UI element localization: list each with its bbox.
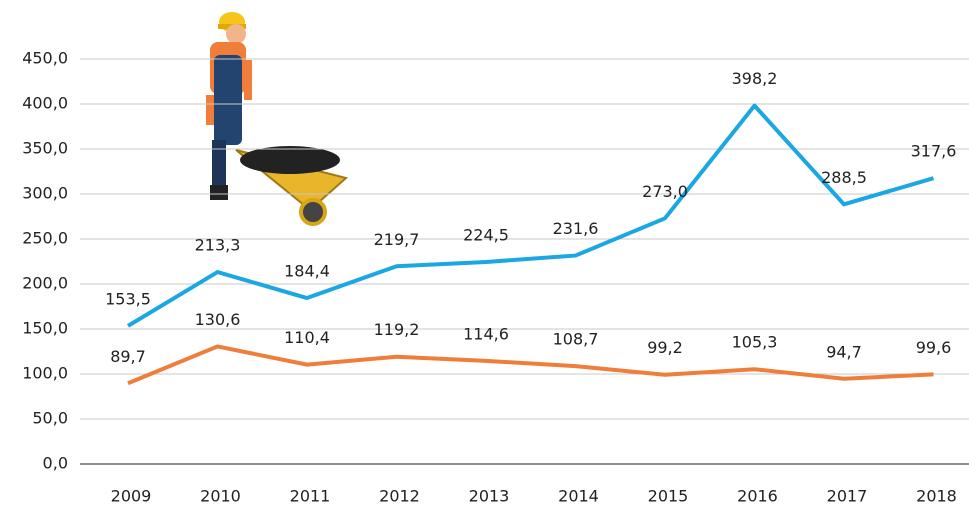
data-label: 89,7 [110, 347, 146, 366]
data-label: 219,7 [374, 230, 420, 249]
data-label: 273,0 [642, 182, 688, 201]
series-line [127, 344, 934, 386]
y-tick-label: 400,0 [22, 94, 68, 113]
series-line [126, 103, 935, 328]
y-tick-label: 0,0 [43, 454, 68, 473]
x-tick-label: 2009 [111, 487, 152, 506]
y-tick-label: 50,0 [32, 409, 68, 428]
data-label: 153,5 [105, 289, 151, 308]
y-tick-label: 250,0 [22, 229, 68, 248]
data-label: 398,2 [732, 69, 778, 88]
x-tick-label: 2012 [379, 487, 420, 506]
data-label: 288,5 [821, 168, 867, 187]
y-tick-label: 350,0 [22, 139, 68, 158]
data-label: 213,3 [195, 236, 241, 255]
y-tick-label: 200,0 [22, 274, 68, 293]
data-label: 99,2 [647, 338, 683, 357]
x-tick-label: 2011 [290, 487, 331, 506]
data-label: 224,5 [463, 225, 509, 244]
data-label: 94,7 [826, 342, 862, 361]
data-label: 184,4 [284, 262, 330, 281]
data-label: 119,2 [374, 320, 420, 339]
x-tick-label: 2016 [737, 487, 778, 506]
data-label: 99,6 [916, 338, 952, 357]
data-label: 231,6 [553, 219, 599, 238]
x-tick-label: 2017 [827, 487, 868, 506]
data-label: 110,4 [284, 328, 330, 347]
x-tick-label: 2015 [648, 487, 689, 506]
x-tick-label: 2018 [916, 487, 957, 506]
data-label: 108,7 [553, 330, 599, 349]
data-label: 317,6 [911, 142, 957, 161]
x-tick-label: 2014 [558, 487, 599, 506]
miner-illustration [206, 12, 349, 226]
y-tick-label: 150,0 [22, 319, 68, 338]
x-tick-label: 2013 [469, 487, 510, 506]
data-label: 114,6 [463, 324, 509, 343]
data-label: 130,6 [195, 310, 241, 329]
y-tick-label: 450,0 [22, 49, 68, 68]
y-tick-label: 300,0 [22, 184, 68, 203]
data-label: 105,3 [732, 333, 778, 352]
x-tick-label: 2010 [200, 487, 241, 506]
y-tick-label: 100,0 [22, 364, 68, 383]
